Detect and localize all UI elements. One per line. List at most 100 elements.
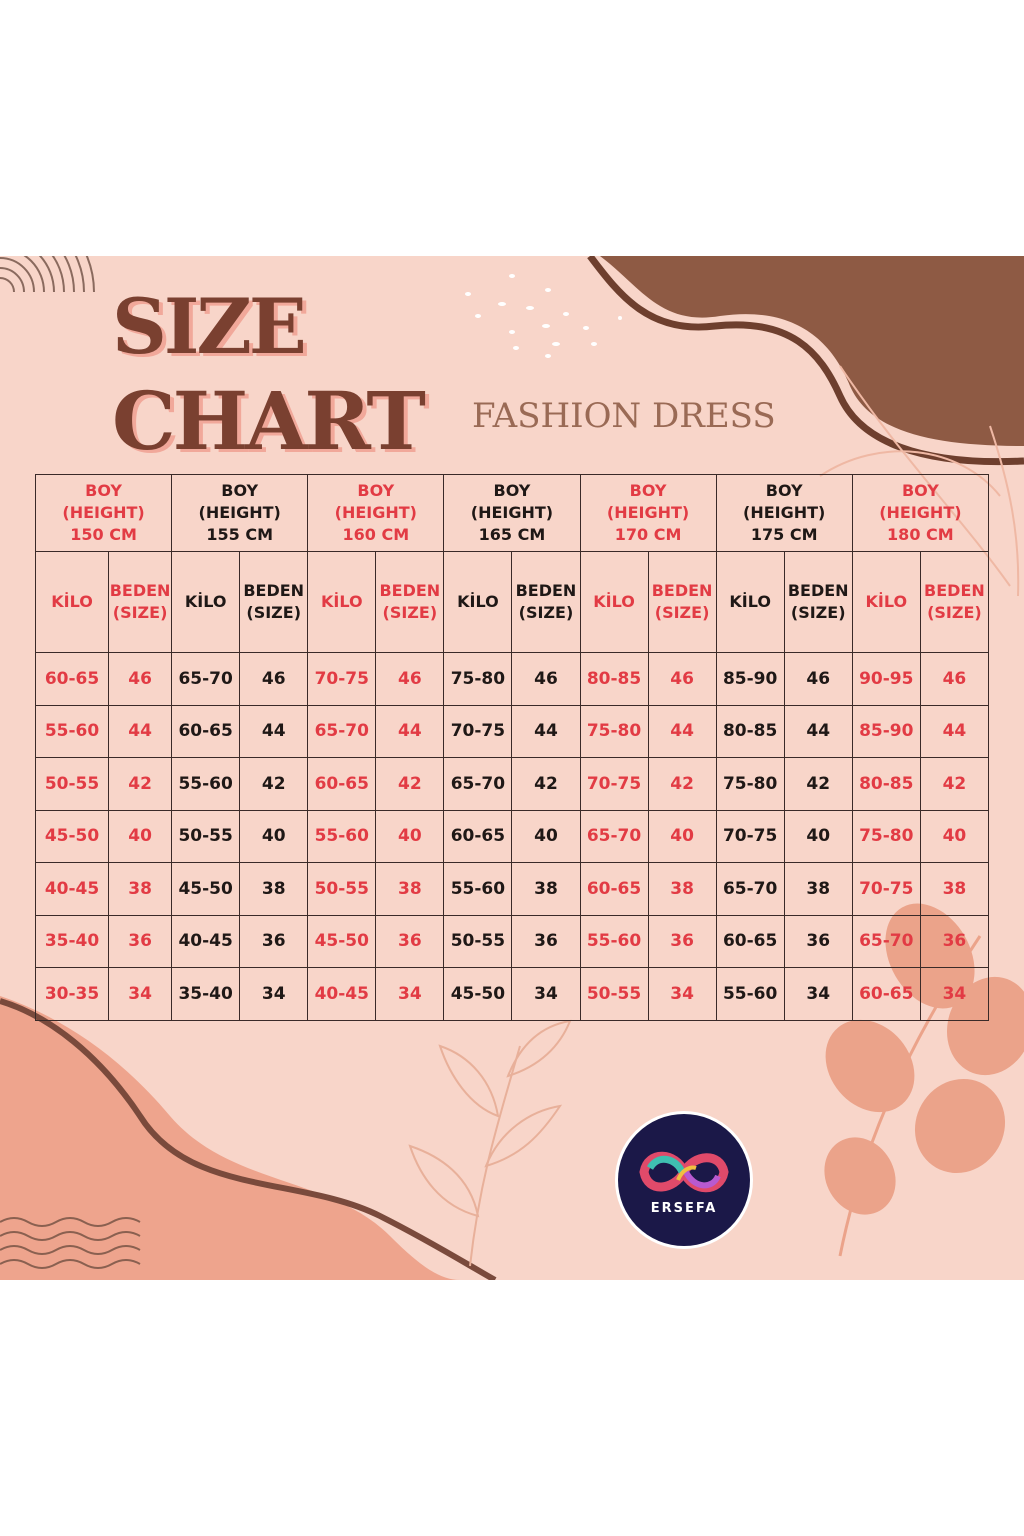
kilo-header: KİLO [34,551,110,653]
size-cell: 44 [647,704,717,758]
size-cell: 46 [108,652,173,706]
kilo-cell: 70-75 [579,757,649,811]
kilo-cell: 60-65 [171,704,241,758]
kilo-header: KİLO [443,551,513,653]
size-label: (SIZE) [246,603,302,622]
size-cell: 46 [919,652,990,706]
kilo-header: KİLO [307,551,377,653]
height-header-4: BOY (HEIGHT) 170 CM [579,474,717,552]
beden-header: BEDEN (SIZE) [239,551,309,653]
kilo-cell: 85-90 [851,704,921,758]
kilo-cell: 75-80 [579,704,649,758]
salmon-blob-bottom-left [0,996,460,1280]
size-cell: 40 [783,809,853,863]
height-header-cm: 155 CM [206,525,273,544]
kilo-cell: 45-50 [34,809,110,863]
table-row: 60-65 46 65-70 46 70-75 46 75-80 46 80-85 46 85-90… [34,652,990,706]
size-cell: 36 [919,914,990,968]
size-table: BOY (HEIGHT) 150 CM BOY (HEIGHT) 155 CM BOY (HE… [34,474,990,1021]
kilo-cell: 65-70 [443,757,513,811]
size-cell: 38 [647,862,717,916]
kilo-cell: 50-55 [171,809,241,863]
size-cell: 40 [919,809,990,863]
size-cell: 36 [647,914,717,968]
size-cell: 42 [647,757,717,811]
kilo-cell: 70-75 [443,704,513,758]
beden-label: BEDEN [109,581,171,600]
size-cell: 46 [511,652,581,706]
height-header-2: BOY (HEIGHT) 160 CM [307,474,445,552]
kilo-cell: 40-45 [34,862,110,916]
leaf-outline-decoration [408,1019,572,1267]
table-row: 40-45 38 45-50 38 50-55 38 55-60 38 60-65 38 65-70… [34,862,990,916]
kilo-cell: 65-70 [579,809,649,863]
kilo-header: KİLO [851,551,921,653]
kilo-cell: 50-55 [307,862,377,916]
beden-label: BEDEN [651,581,713,600]
beden-label: BEDEN [379,581,441,600]
kilo-cell: 50-55 [443,914,513,968]
size-cell: 46 [239,652,309,706]
size-cell: 38 [511,862,581,916]
size-cell: 40 [375,809,445,863]
kilo-cell: 55-60 [443,862,513,916]
subtitle: FASHION DRESS [472,396,776,436]
beden-label: BEDEN [787,581,849,600]
kilo-cell: 45-50 [443,967,513,1021]
size-cell: 38 [375,862,445,916]
table-row: 30-35 34 35-40 34 40-45 34 45-50 34 50-55 34 55-60… [34,967,990,1021]
kilo-cell: 60-65 [579,862,649,916]
size-cell: 42 [511,757,581,811]
height-header-cm: 170 CM [614,525,682,544]
beden-header: BEDEN (SIZE) [511,551,581,653]
kilo-cell: 65-70 [715,862,785,916]
title-size: SIZE [112,282,307,371]
size-cell: 42 [919,757,990,811]
size-cell: 36 [511,914,581,968]
kilo-cell: 75-80 [443,652,513,706]
height-header-3: BOY (HEIGHT) 165 CM [443,474,581,552]
size-cell: 36 [375,914,445,968]
wave-lines-decoration [0,1217,141,1269]
size-cell: 42 [783,757,853,811]
height-header-6: BOY (HEIGHT) 180 CM [851,474,990,552]
kilo-cell: 50-55 [579,967,649,1021]
kilo-cell: 50-55 [34,757,110,811]
height-header-boy: BOY [493,481,531,500]
kilo-cell: 90-95 [851,652,921,706]
kilo-cell: 30-35 [34,967,110,1021]
height-header-height: (HEIGHT) [879,503,962,522]
size-label: (SIZE) [654,603,710,622]
size-cell: 44 [375,704,445,758]
dots-decoration [465,274,622,358]
height-header-cm: 175 CM [750,525,818,544]
size-cell: 36 [108,914,173,968]
size-cell: 34 [919,967,990,1021]
size-cell: 44 [919,704,990,758]
size-cell: 44 [108,704,173,758]
kilo-cell: 85-90 [715,652,785,706]
beden-header: BEDEN (SIZE) [108,551,173,653]
size-cell: 34 [511,967,581,1021]
height-header-boy: BOY [901,481,939,500]
height-header-height: (HEIGHT) [198,503,281,522]
brown-line-top-right [587,256,1024,466]
kilo-header: KİLO [579,551,649,653]
size-cell: 38 [919,862,990,916]
beden-label: BEDEN [243,581,305,600]
kilo-cell: 75-80 [715,757,785,811]
kilo-cell: 65-70 [307,704,377,758]
table-row: 45-50 40 50-55 40 55-60 40 60-65 40 65-70 40 70-75… [34,809,990,863]
brown-blob-top-right [600,256,1024,446]
beden-label: BEDEN [924,581,985,600]
kilo-cell: 55-60 [307,809,377,863]
size-cell: 34 [239,967,309,1021]
size-cell: 44 [239,704,309,758]
size-cell: 38 [239,862,309,916]
height-header-height: (HEIGHT) [743,503,826,522]
height-header-height: (HEIGHT) [606,503,690,522]
table-row: 50-55 42 55-60 42 60-65 42 65-70 42 70-75 42 75-80… [34,757,990,811]
ersefa-logo: ERSEFA [615,1111,753,1249]
size-cell: 34 [108,967,173,1021]
kilo-cell: 80-85 [851,757,921,811]
